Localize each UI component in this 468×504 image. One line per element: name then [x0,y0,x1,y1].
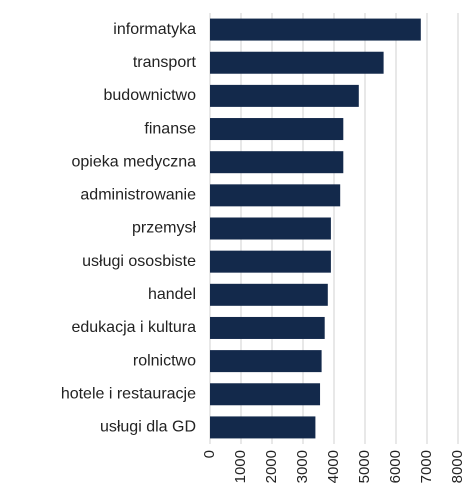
x-tick-label: 2000 [263,450,280,483]
bar [210,84,359,107]
bar [210,250,331,273]
y-tick-label: handel [148,286,196,303]
x-tick-label: 1000 [232,450,249,483]
x-tick-label: 5000 [356,450,373,483]
y-tick-label: informatyka [113,21,196,38]
x-tick-label: 6000 [387,450,404,483]
bar [210,350,322,373]
y-tick-label: transport [133,54,197,71]
y-tick-label: usługi ososbiste [82,253,196,270]
y-tick-label: opieka medyczna [71,153,196,170]
x-tick-label: 0 [201,450,218,458]
bar [210,184,341,207]
y-tick-label: budownictwo [104,87,197,104]
y-tick-label: hotele i restauracje [61,385,196,402]
y-tick-label: rolnictwo [133,352,196,369]
bar [210,316,325,339]
x-tick-label: 8000 [449,450,466,483]
y-tick-label: edukacja i kultura [71,319,196,336]
bar [210,51,384,74]
y-tick-label: usługi dla GD [100,419,196,436]
bar [210,118,344,141]
bar [210,151,344,174]
y-tick-label: administrowanie [80,187,196,204]
bar [210,416,316,439]
bar [210,18,421,41]
x-tick-label: 4000 [325,450,342,483]
x-tick-label: 3000 [294,450,311,483]
x-tick-label: 7000 [418,450,435,483]
bar [210,383,321,406]
y-tick-label: finanse [144,120,196,137]
bar [210,217,331,240]
y-tick-label: przemysł [132,220,196,237]
bar [210,283,328,306]
